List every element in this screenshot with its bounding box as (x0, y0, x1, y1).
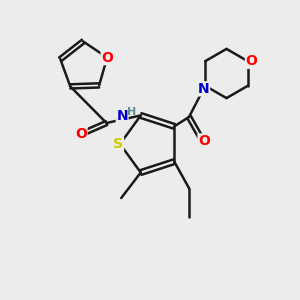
Text: N: N (198, 82, 209, 96)
Text: O: O (245, 54, 257, 68)
Text: O: O (198, 134, 210, 148)
Text: O: O (75, 127, 87, 140)
Text: S: S (113, 137, 124, 151)
Text: H: H (128, 107, 136, 117)
Text: O: O (101, 51, 113, 64)
Text: N: N (116, 109, 128, 123)
